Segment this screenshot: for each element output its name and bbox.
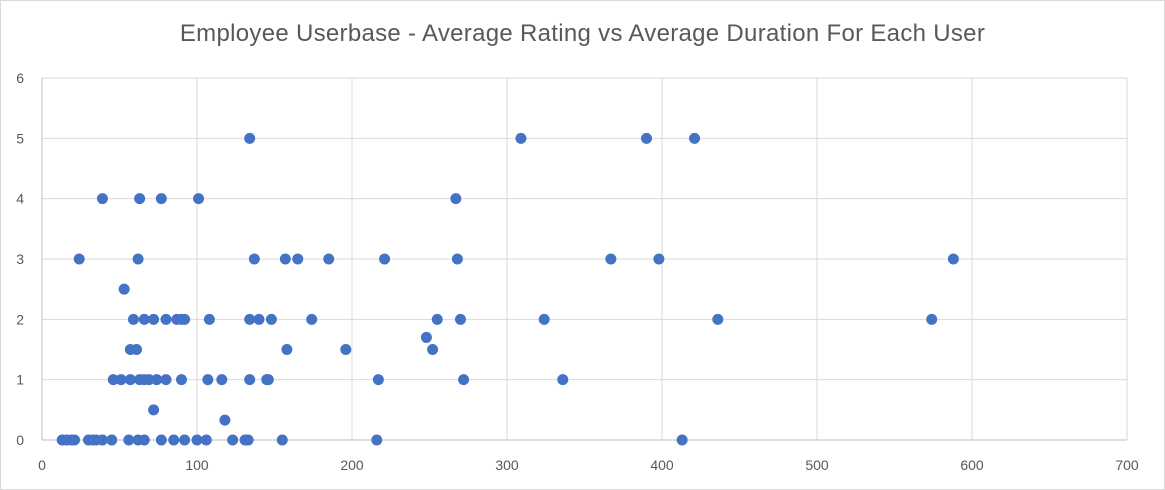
data-point <box>676 434 688 446</box>
data-point <box>450 193 462 205</box>
data-point <box>148 313 160 325</box>
data-point <box>96 434 108 446</box>
y-tick-label: 6 <box>16 70 24 86</box>
data-point <box>947 253 959 265</box>
data-point <box>179 313 191 325</box>
data-point <box>176 374 187 386</box>
data-point <box>138 313 150 325</box>
data-point <box>244 374 256 386</box>
data-point <box>131 344 143 355</box>
data-point <box>244 132 256 144</box>
data-point <box>155 193 167 205</box>
data-point <box>160 313 172 325</box>
data-point <box>160 374 172 386</box>
data-point <box>455 313 466 325</box>
data-point <box>155 434 167 446</box>
data-point <box>132 253 144 265</box>
data-point <box>69 434 81 446</box>
data-point <box>106 434 118 446</box>
data-point <box>216 374 228 386</box>
data-point <box>265 313 277 325</box>
x-tick-label: 0 <box>38 457 46 473</box>
data-point <box>712 313 724 325</box>
data-point <box>115 374 127 386</box>
data-point <box>557 374 569 386</box>
data-point <box>203 313 215 325</box>
data-point <box>168 434 180 446</box>
data-point <box>151 374 163 386</box>
data-point <box>458 374 470 386</box>
data-point <box>73 253 85 265</box>
data-point <box>96 193 108 205</box>
data-point <box>420 331 432 343</box>
data-points <box>56 132 959 446</box>
x-tick-label: 700 <box>1115 457 1139 473</box>
data-point <box>427 344 439 355</box>
y-tick-label: 5 <box>16 130 24 146</box>
data-point <box>179 434 191 446</box>
data-point <box>138 434 150 446</box>
data-point <box>281 344 293 355</box>
data-point <box>371 434 383 446</box>
y-tick-label: 4 <box>16 191 24 207</box>
x-tick-label: 600 <box>960 457 984 473</box>
chart-title: Employee Userbase - Average Rating vs Av… <box>179 20 986 47</box>
data-point <box>242 434 254 446</box>
data-point <box>926 313 938 325</box>
data-point <box>123 434 135 446</box>
data-point <box>227 434 239 446</box>
data-point <box>253 313 265 325</box>
tick-labels: 0 1 2 3 4 5 6 0 100 200 300 400 500 600 700 <box>16 70 1139 473</box>
data-point <box>134 193 146 205</box>
data-point <box>193 193 205 205</box>
data-point <box>372 374 384 386</box>
data-point <box>323 253 335 265</box>
data-point <box>202 374 214 386</box>
x-tick-label: 500 <box>805 457 829 473</box>
gridlines <box>42 77 1128 440</box>
data-point <box>191 434 203 446</box>
data-point <box>148 404 160 416</box>
data-point <box>379 253 391 265</box>
data-point <box>306 313 318 325</box>
x-tick-label: 300 <box>495 457 519 473</box>
y-tick-label: 3 <box>16 251 24 267</box>
data-point <box>292 253 304 265</box>
data-point <box>200 434 212 446</box>
data-point <box>143 374 155 386</box>
data-point <box>276 434 288 446</box>
data-point <box>653 253 665 265</box>
data-point <box>605 253 617 265</box>
data-point <box>107 374 119 386</box>
x-tick-label: 100 <box>185 457 209 473</box>
axes <box>41 78 1127 441</box>
y-tick-label: 2 <box>16 311 24 327</box>
data-point <box>340 344 352 355</box>
y-tick-label: 1 <box>16 372 24 388</box>
data-point <box>124 374 136 386</box>
data-point <box>262 374 274 386</box>
data-point <box>219 414 231 426</box>
data-point <box>244 313 256 325</box>
data-point <box>451 253 463 265</box>
data-point <box>538 313 550 325</box>
data-point <box>248 253 260 265</box>
x-tick-label: 400 <box>650 457 674 473</box>
data-point <box>118 283 130 295</box>
data-point <box>279 253 291 265</box>
y-tick-label: 0 <box>16 432 24 448</box>
data-point <box>689 132 701 144</box>
x-tick-label: 200 <box>340 457 364 473</box>
data-point <box>515 132 527 144</box>
data-point <box>431 313 443 325</box>
data-point <box>127 313 139 325</box>
data-point <box>641 132 652 144</box>
